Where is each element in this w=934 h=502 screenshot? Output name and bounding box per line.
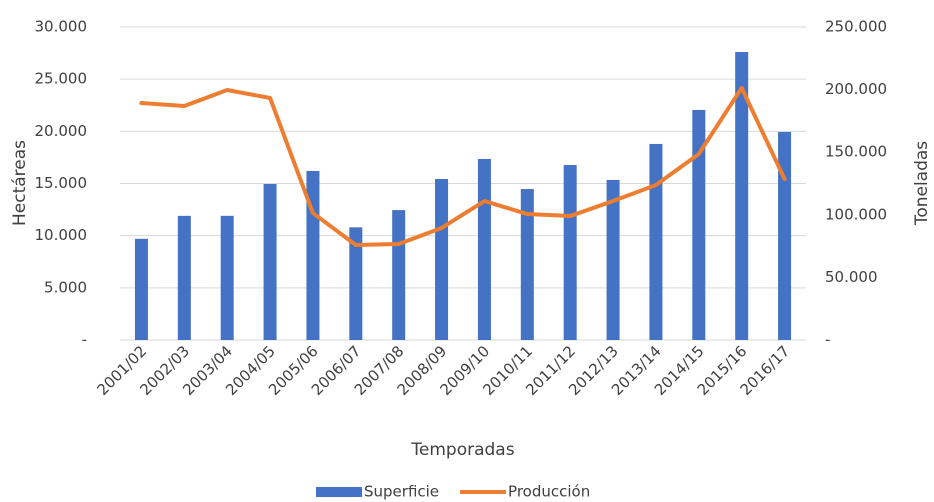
y2-axis-title: Toneladas	[912, 141, 932, 226]
y2-tick-label: -	[825, 331, 830, 349]
y2-tick-label: 150.000	[825, 143, 887, 161]
y-tick-label: 25.000	[35, 70, 88, 88]
bar	[477, 158, 491, 340]
bar	[177, 215, 191, 340]
bar	[220, 215, 234, 340]
y-tick-label: 20.000	[35, 122, 88, 140]
y-tick-label: 10.000	[35, 226, 88, 244]
bar	[692, 109, 706, 340]
y-tick-label: -	[82, 331, 87, 349]
bar	[349, 227, 363, 340]
y2-tick-label: 50.000	[825, 268, 878, 286]
bar	[778, 131, 792, 340]
y2-tick-label: 200.000	[825, 80, 887, 98]
bar	[649, 143, 663, 340]
bar	[392, 210, 406, 340]
legend-label: Superficie	[364, 483, 439, 501]
x-axis-title: Temporadas	[410, 440, 514, 460]
y-tick-label: 5.000	[44, 278, 87, 296]
bar	[263, 184, 277, 340]
legend-label: Producción	[508, 483, 590, 501]
y-axis-title: Hectáreas	[10, 140, 30, 226]
bar	[134, 238, 148, 340]
y-tick-label: 15.000	[35, 174, 88, 192]
bar	[606, 179, 620, 340]
y2-tick-label: 250.000	[825, 18, 887, 36]
bar	[735, 52, 749, 340]
y-tick-label: 30.000	[35, 18, 88, 36]
bar	[435, 179, 449, 340]
legend-swatch	[316, 487, 362, 497]
line	[139, 85, 787, 247]
bar	[520, 189, 534, 340]
bar	[563, 165, 577, 340]
y2-tick-label: 100.000	[825, 205, 887, 223]
